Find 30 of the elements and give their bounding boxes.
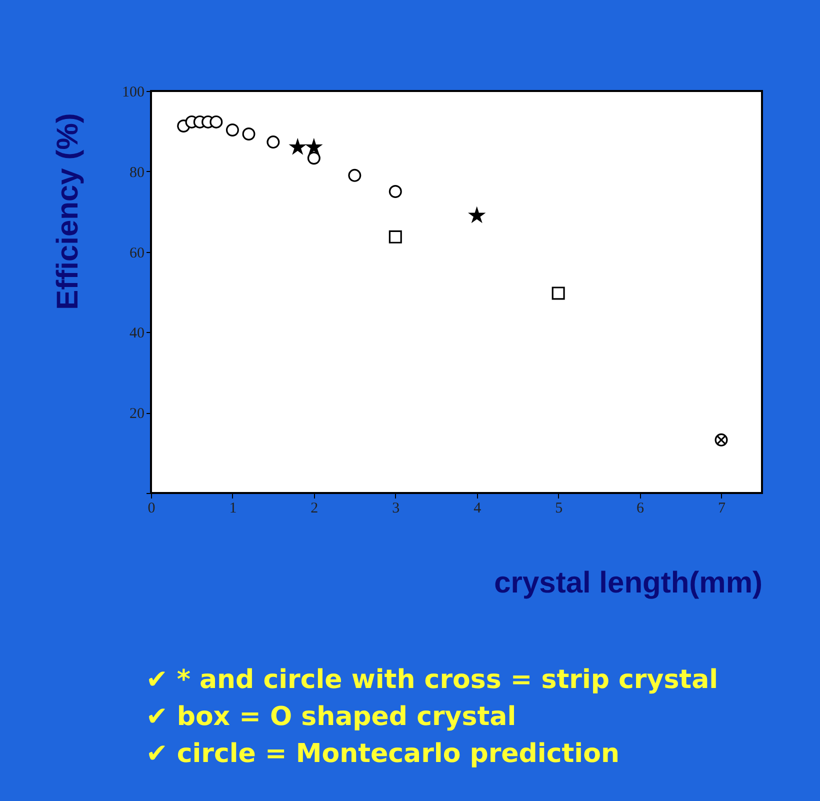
x-tick-label: 6: [636, 500, 645, 516]
point: [210, 115, 223, 128]
point: [290, 140, 305, 154]
x-tick-label: 7: [718, 500, 726, 516]
x-tick-label: 5: [555, 500, 563, 516]
text: ✔ * and circle with cross = strip crystal: [146, 665, 718, 695]
x-axis-title: crystal length(mm): [494, 566, 762, 600]
y-tick-label: 80: [130, 164, 144, 181]
point: [306, 140, 322, 154]
text: ✔ box = O shaped crystal: [146, 702, 516, 732]
point: [388, 230, 402, 244]
point: [470, 208, 484, 222]
x-tick-label: 4: [474, 500, 482, 516]
x-tick-label: 3: [392, 500, 400, 516]
x-tick-label: 2: [310, 500, 318, 516]
point: [242, 128, 256, 141]
y-tick-label: 20: [130, 406, 144, 422]
y-tick-label: 40: [130, 326, 144, 342]
point: [388, 185, 402, 198]
y-tick-label: 100: [122, 84, 144, 100]
x-tick-label: 1: [229, 500, 237, 516]
point: [307, 152, 320, 165]
y-axis-title: Efficiency (%): [52, 113, 84, 310]
text: ✔ circle = Montecarlo prediction: [146, 739, 620, 769]
y-tick-label: 60: [130, 245, 144, 262]
point: [552, 286, 565, 300]
point: [226, 124, 239, 136]
x-tick-label: 0: [148, 500, 156, 516]
point: [266, 136, 280, 149]
point: [348, 168, 362, 182]
